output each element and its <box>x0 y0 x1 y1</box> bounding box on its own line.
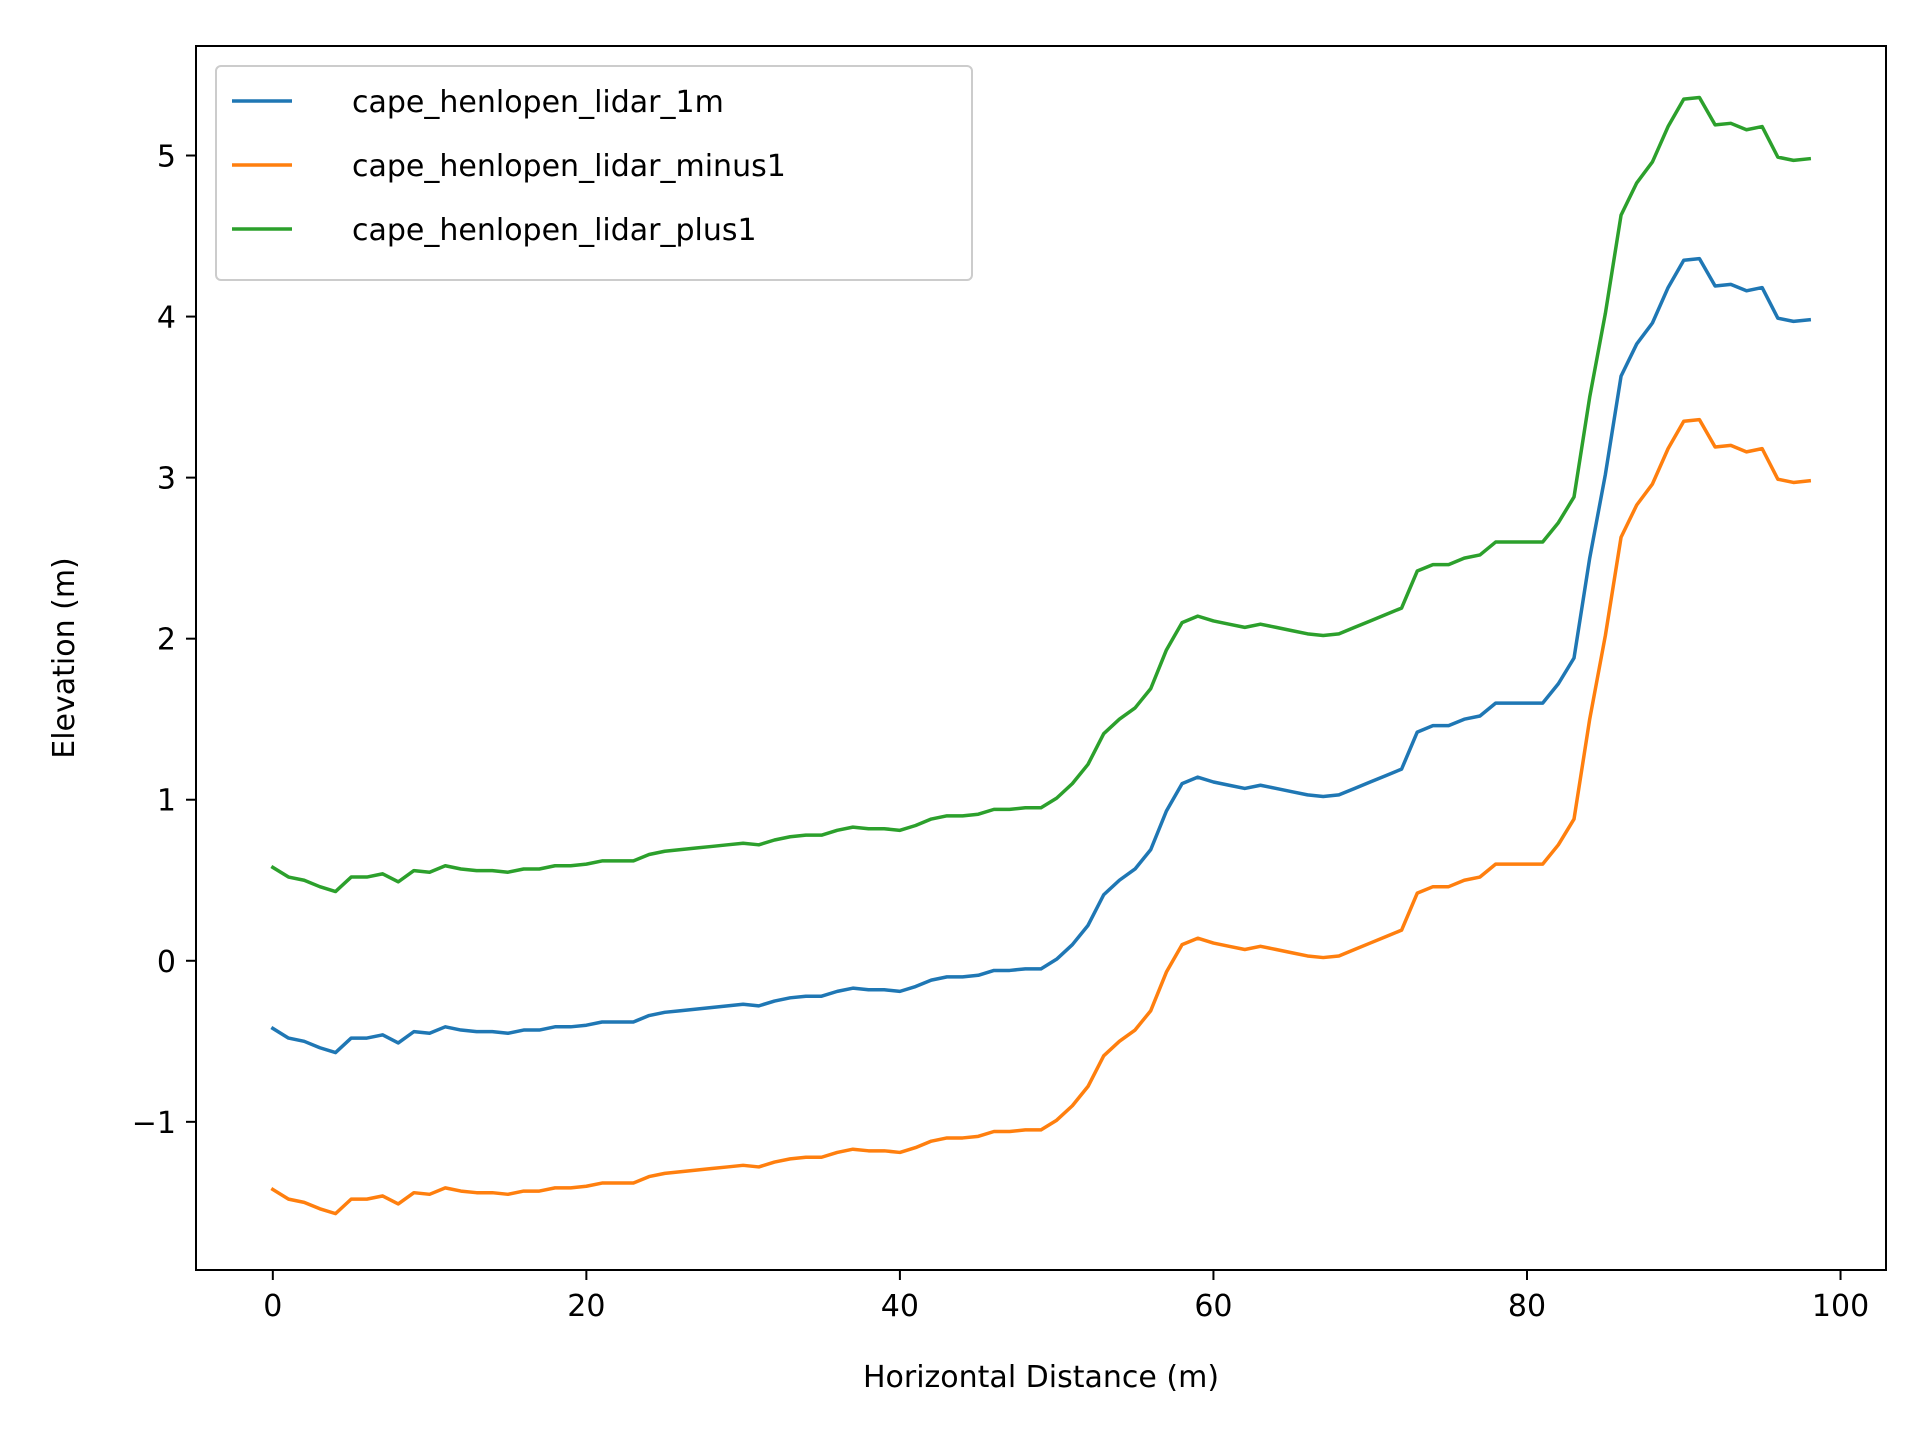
x-tick-label: 40 <box>881 1289 919 1324</box>
y-axis-label: Elevation (m) <box>47 557 82 759</box>
legend-box <box>215 65 973 281</box>
y-tick-label: 2 <box>157 623 176 658</box>
legend-label: cape_henlopen_lidar_plus1 <box>352 213 757 248</box>
y-tick-label: −1 <box>132 1106 176 1141</box>
y-tick-label: 1 <box>157 784 176 819</box>
series-line-cape_henlopen_lidar_1m <box>270 256 1812 1055</box>
x-tick-label: 80 <box>1508 1289 1546 1324</box>
y-tick-label: 3 <box>157 462 176 497</box>
x-axis-label: Horizontal Distance (m) <box>863 1360 1219 1395</box>
x-axis: 0 20 40 60 80 100 <box>263 1270 1869 1324</box>
series-line-cape_henlopen_lidar_minus1 <box>270 417 1812 1216</box>
legend-label: cape_henlopen_lidar_1m <box>352 85 724 120</box>
y-tick-label: 5 <box>157 140 176 175</box>
x-tick-label: 100 <box>1812 1289 1869 1324</box>
x-tick-label: 20 <box>567 1289 605 1324</box>
series-line-cape_henlopen_lidar_plus1 <box>270 95 1812 894</box>
x-tick-label: 60 <box>1194 1289 1232 1324</box>
series-layer <box>270 95 1812 1216</box>
y-tick-label: 4 <box>157 301 176 336</box>
legend: cape_henlopen_lidar_1m cape_henlopen_lida… <box>215 65 973 281</box>
plot-frame <box>195 45 1887 1271</box>
legend-label: cape_henlopen_lidar_minus1 <box>352 149 786 184</box>
x-tick-label: 0 <box>263 1289 282 1324</box>
y-axis: −1 0 1 2 3 4 5 <box>132 140 196 1141</box>
y-tick-label: 0 <box>157 945 176 980</box>
